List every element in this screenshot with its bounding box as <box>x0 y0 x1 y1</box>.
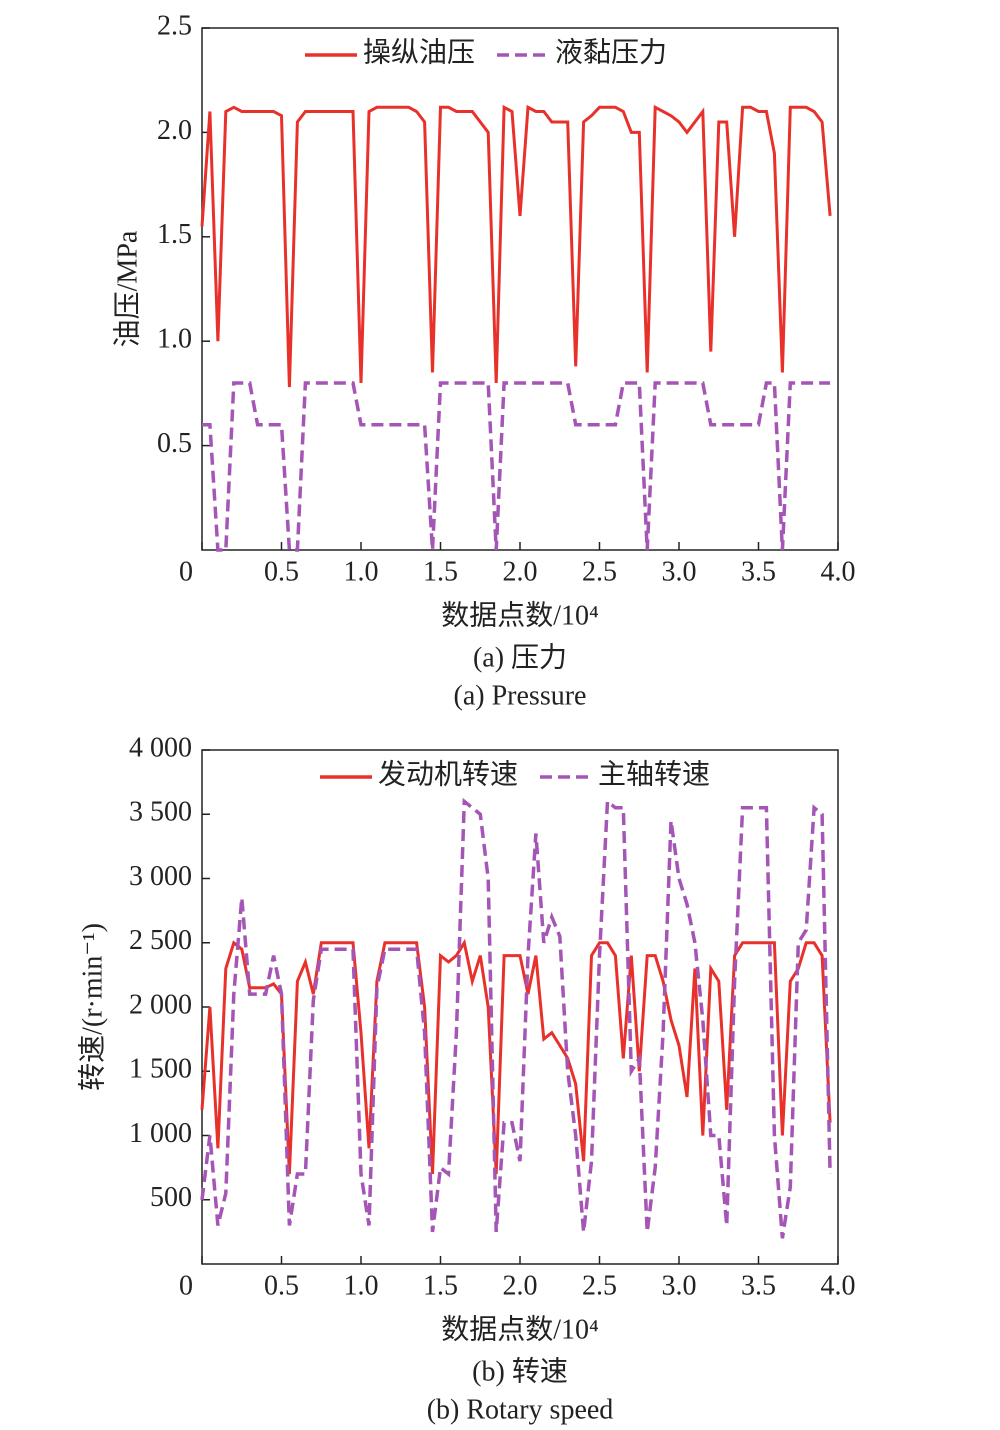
y-tick-label: 1.5 <box>157 219 192 250</box>
x-tick-label: 0 <box>179 1270 193 1301</box>
y-tick-label: 0.5 <box>157 428 192 459</box>
x-tick-label: 2.0 <box>503 1270 538 1301</box>
legend-label: 液黏压力 <box>555 36 667 68</box>
x-tick-label: 3.5 <box>741 556 776 587</box>
x-tick-label: 1.5 <box>423 1270 458 1301</box>
y-tick-label: 1.0 <box>157 324 192 355</box>
series-line <box>200 938 832 1175</box>
y-axis-label: 转速/(r·min⁻¹) <box>76 923 108 1091</box>
x-tick-label: 1.0 <box>344 1270 379 1301</box>
caption-en: (b) Rotary speed <box>427 1394 614 1425</box>
caption-en: (a) Pressure <box>454 680 587 711</box>
y-tick-label: 2 000 <box>129 989 192 1020</box>
x-tick-label: 2.5 <box>582 1270 617 1301</box>
y-tick-label: 3 500 <box>129 797 192 828</box>
y-tick-label: 2.0 <box>157 115 192 146</box>
y-tick-label: 3 000 <box>129 861 192 892</box>
y-tick-label: 500 <box>150 1182 192 1213</box>
y-tick-label: 1 500 <box>129 1054 192 1085</box>
y-tick-label: 2 500 <box>129 925 192 956</box>
x-tick-label: 0.5 <box>264 1270 299 1301</box>
y-tick-label: 2.5 <box>157 10 192 41</box>
y-tick-label: 4 000 <box>129 732 192 763</box>
legend-label: 发动机转速 <box>378 758 518 790</box>
x-tick-label: 4.0 <box>821 1270 856 1301</box>
legend-label: 操纵油压 <box>363 36 475 68</box>
y-axis-label: 油压/MPa <box>111 230 143 347</box>
x-axis-label: 数据点数/10⁴ <box>441 599 599 631</box>
x-tick-label: 2.0 <box>503 556 538 587</box>
series-line <box>202 381 831 552</box>
x-tick-label: 2.5 <box>582 556 617 587</box>
x-tick-label: 3.0 <box>662 556 697 587</box>
x-axis-label: 数据点数/10⁴ <box>441 1313 599 1345</box>
y-tick-label: 1 000 <box>129 1118 192 1149</box>
legend-label: 主轴转速 <box>598 758 710 790</box>
x-tick-label: 0.5 <box>264 556 299 587</box>
x-tick-label: 3.5 <box>741 1270 776 1301</box>
x-tick-label: 3.0 <box>662 1270 697 1301</box>
series-line <box>200 104 832 388</box>
caption: (a) 压力 <box>473 641 567 673</box>
x-tick-label: 4.0 <box>821 556 856 587</box>
x-tick-label: 0 <box>179 556 193 587</box>
series-line <box>200 797 832 1239</box>
x-tick-label: 1.0 <box>344 556 379 587</box>
x-tick-label: 1.5 <box>423 556 458 587</box>
caption: (b) 转速 <box>472 1355 568 1387</box>
